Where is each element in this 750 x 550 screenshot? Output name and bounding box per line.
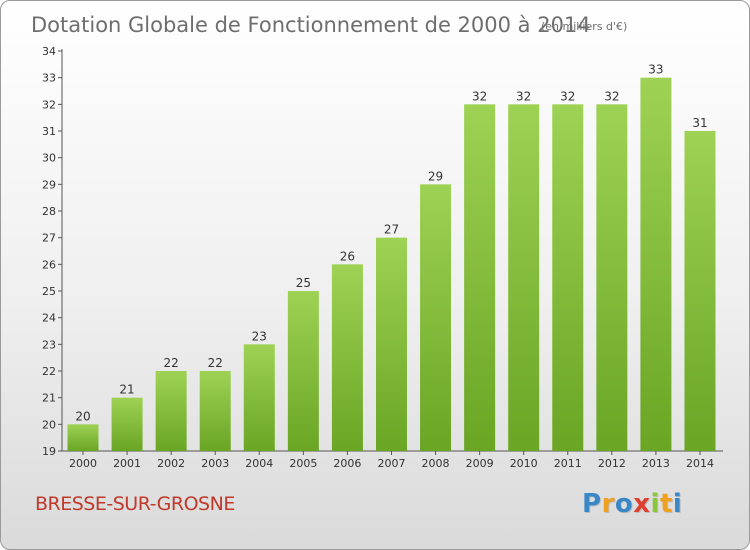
y-tick-label: 30 [42,152,56,165]
value-label-2003: 22 [208,356,223,370]
logo-letter: P [582,489,602,519]
x-tick-label-2003: 2003 [201,457,229,470]
logo-letter: t [659,489,673,519]
value-label-2006: 26 [340,249,355,263]
x-tick-label-2010: 2010 [510,457,538,470]
logo-letter: i [672,489,683,519]
y-tick-label: 29 [42,178,56,191]
value-label-2007: 27 [384,223,399,237]
x-tick-label-2014: 2014 [686,457,714,470]
bar-2008 [420,184,452,452]
x-tick-label-2005: 2005 [289,457,317,470]
bar-2006 [331,264,363,451]
y-tick-label: 32 [42,98,56,111]
x-tick-label-2009: 2009 [466,457,494,470]
logo-letter: o [614,489,634,519]
bar-2000 [67,424,99,451]
chart-title: Dotation Globale de Fonctionnement de 20… [31,13,591,37]
value-label-2002: 22 [163,356,178,370]
bar-2011 [552,104,584,451]
x-tick-label-2013: 2013 [642,457,670,470]
value-label-2011: 32 [560,89,575,103]
bar-2009 [464,104,496,451]
x-tick-label-2012: 2012 [598,457,626,470]
y-tick-label: 33 [42,72,56,85]
y-tick-label: 24 [42,312,56,325]
bar-2013 [640,77,672,452]
y-tick-label: 22 [42,365,56,378]
x-tick-label-2008: 2008 [422,457,450,470]
value-label-2000: 20 [75,409,90,423]
bar-2001 [111,397,143,451]
bar-2002 [155,371,187,451]
y-tick-label: 20 [42,418,56,431]
value-label-2008: 29 [428,169,443,183]
bar-2003 [199,371,231,451]
x-tick-label-2001: 2001 [113,457,141,470]
proxiti-logo[interactable]: Proxiti [582,489,682,519]
chart-subtitle: (en milliers d'€) [541,20,627,33]
value-label-2010: 32 [516,89,531,103]
value-label-2001: 21 [119,383,134,397]
x-tick-label-2011: 2011 [554,457,582,470]
x-tick-label-2002: 2002 [157,457,185,470]
x-tick-label-2000: 2000 [69,457,97,470]
x-tick-label-2004: 2004 [245,457,273,470]
value-label-2005: 25 [296,276,311,290]
value-label-2013: 33 [648,63,663,77]
bar-2012 [596,104,628,451]
y-tick-label: 19 [42,445,56,458]
bar-2005 [287,291,319,451]
y-tick-label: 31 [42,125,56,138]
x-tick-label-2007: 2007 [377,457,405,470]
plot-area: 19 20 21 22 23 24 25 26 27 28 29 30 31 32 33 34 20 2000 21… [42,45,723,470]
logo-letter: r [601,489,615,519]
value-label-2004: 23 [252,329,267,343]
y-tick-label: 28 [42,205,56,218]
logo-letter: i [650,489,660,519]
bar-2010 [508,104,540,451]
bar-2004 [243,344,275,451]
bar-2014 [684,131,716,451]
y-tick-label: 26 [42,258,56,271]
y-tick-label: 23 [42,338,56,351]
y-tick-label: 25 [42,285,56,298]
y-tick-label: 34 [42,45,56,58]
value-label-2014: 31 [692,116,707,130]
value-label-2012: 32 [604,89,619,103]
y-tick-label: 27 [42,232,56,245]
y-tick-label: 21 [42,392,56,405]
x-tick-label-2006: 2006 [333,457,361,470]
logo-letter: x [633,489,651,519]
bar-2007 [375,237,407,451]
value-label-2009: 32 [472,89,487,103]
place-name: BRESSE-SUR-GROSNE [35,493,235,515]
